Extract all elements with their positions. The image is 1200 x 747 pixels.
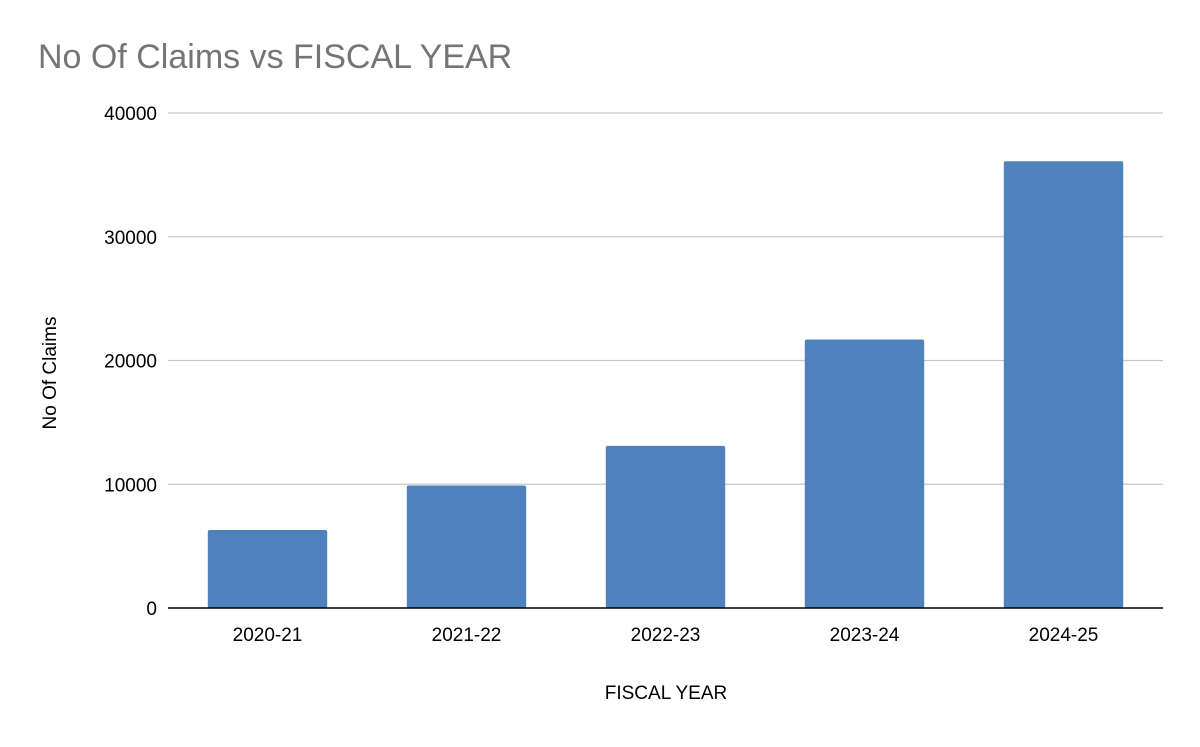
y-tick-label: 0 <box>146 599 157 620</box>
bar-2021-22 <box>406 485 527 608</box>
x-tick-label: 2021-22 <box>432 625 502 646</box>
x-tick-label: 2020-21 <box>233 625 303 646</box>
x-tick-labels: 2020-21 2021-22 2022-23 2023-24 2024-25 <box>233 625 1099 646</box>
bar-2022-23 <box>605 445 726 608</box>
bar-2023-24 <box>804 339 925 608</box>
bar-2020-21 <box>207 530 328 608</box>
y-tick-label: 10000 <box>104 475 157 496</box>
x-tick-label: 2024-25 <box>1029 625 1099 646</box>
bars <box>207 161 1124 608</box>
y-axis-title: No Of Claims <box>40 317 61 430</box>
x-tick-label: 2022-23 <box>631 625 701 646</box>
chart-title: No Of Claims vs FISCAL YEAR <box>38 38 512 76</box>
y-tick-label: 30000 <box>104 228 157 249</box>
x-tick-label: 2023-24 <box>830 625 900 646</box>
y-tick-label: 40000 <box>104 104 157 125</box>
y-tick-label: 20000 <box>104 352 157 373</box>
y-tick-labels: 0 10000 20000 30000 40000 <box>104 104 157 620</box>
x-axis-title: FISCAL YEAR <box>605 683 728 704</box>
bar-2024-25 <box>1003 161 1124 608</box>
